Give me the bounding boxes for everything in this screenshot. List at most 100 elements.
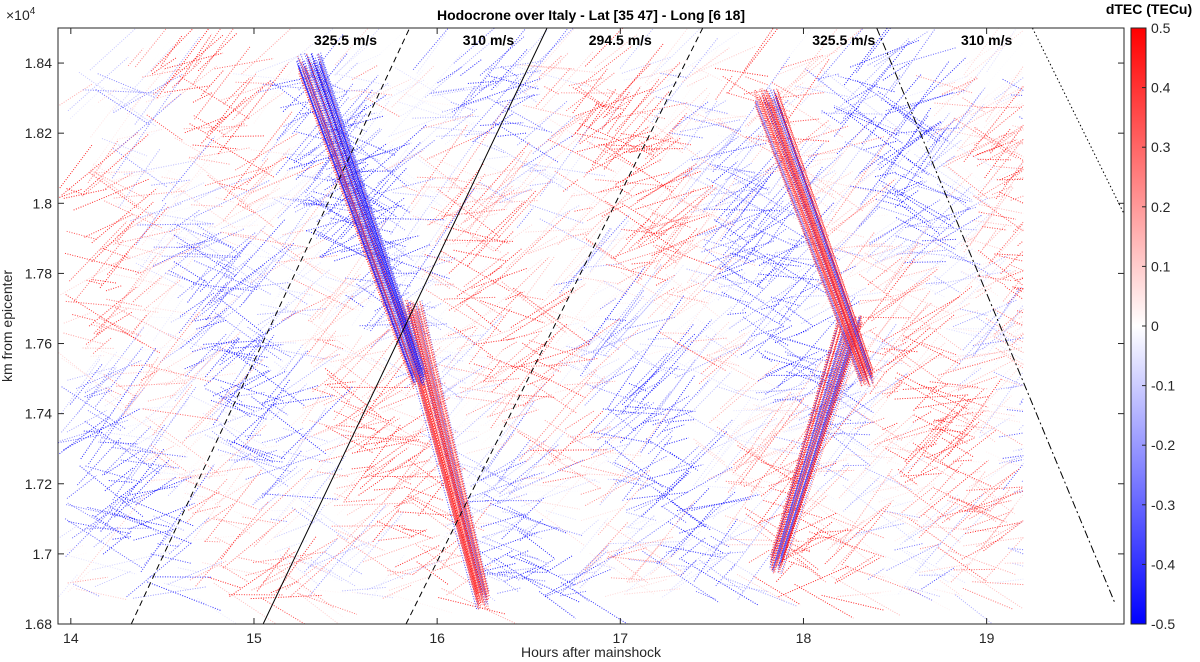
dtec-streak bbox=[787, 354, 833, 362]
dtec-streak bbox=[292, 493, 370, 549]
dtec-streak bbox=[824, 505, 887, 565]
dtec-streak bbox=[306, 230, 332, 241]
dtec-streak bbox=[457, 500, 509, 512]
dtec-streak bbox=[132, 315, 197, 352]
dtec-streak bbox=[977, 275, 1013, 282]
dtec-streak bbox=[998, 459, 1024, 468]
dtec-streak bbox=[934, 276, 961, 294]
dtec-streak bbox=[501, 281, 568, 334]
dtec-streak bbox=[744, 408, 802, 412]
dtec-streak bbox=[184, 360, 205, 370]
colorbar-tick-label: -0.3 bbox=[1151, 497, 1175, 513]
dtec-streak bbox=[838, 294, 907, 393]
dtec-streak bbox=[327, 373, 382, 418]
dtec-streak bbox=[351, 118, 367, 125]
dtec-streak bbox=[889, 47, 956, 68]
dtec-streak bbox=[737, 445, 807, 489]
dtec-streak bbox=[205, 248, 283, 261]
dtec-streak bbox=[201, 97, 247, 144]
dtec-streak bbox=[874, 589, 946, 597]
dtec-streak bbox=[771, 82, 800, 99]
dtec-streak bbox=[905, 585, 940, 597]
dtec-arrival-streak bbox=[777, 92, 874, 373]
dtec-streak bbox=[95, 465, 161, 517]
dtec-streak bbox=[228, 352, 263, 361]
dtec-arrival-streak bbox=[296, 61, 414, 378]
dtec-streak bbox=[721, 479, 782, 545]
dtec-streak bbox=[882, 194, 903, 203]
dtec-streak bbox=[245, 556, 313, 576]
dtec-streak bbox=[632, 395, 690, 431]
dtec-streak bbox=[522, 255, 556, 301]
dtec-streak bbox=[929, 428, 962, 433]
dtec-streak bbox=[709, 362, 781, 423]
dtec-streak bbox=[108, 480, 134, 483]
dtec-streak bbox=[683, 180, 748, 200]
dtec-streak bbox=[953, 459, 973, 462]
dtec-streak bbox=[403, 274, 454, 287]
dtec-streak bbox=[974, 321, 1024, 346]
dtec-streak bbox=[757, 362, 794, 382]
dtec-streak bbox=[467, 471, 545, 499]
dtec-streak bbox=[147, 581, 222, 612]
dtec-arrival-streak bbox=[419, 300, 489, 593]
dtec-streak bbox=[682, 172, 761, 211]
dtec-streak bbox=[170, 314, 186, 323]
dtec-streak bbox=[485, 60, 542, 71]
dtec-streak bbox=[472, 198, 509, 208]
dtec-streak bbox=[358, 444, 432, 496]
dtec-arrival-streak bbox=[768, 106, 870, 388]
dtec-streak bbox=[720, 381, 750, 410]
dtec-streak bbox=[774, 58, 831, 140]
dtec-arrival-streak bbox=[316, 69, 424, 386]
dtec-streak bbox=[192, 144, 238, 150]
dtec-streak bbox=[1001, 139, 1024, 157]
dtec-streak bbox=[311, 273, 361, 322]
dtec-streak bbox=[348, 197, 405, 240]
dtec-streak bbox=[287, 283, 314, 319]
dtec-streak bbox=[104, 467, 134, 492]
dtec-streak bbox=[1013, 221, 1024, 232]
dtec-streak bbox=[446, 372, 467, 385]
dtec-streak bbox=[545, 322, 580, 331]
dtec-streak bbox=[818, 234, 849, 265]
dtec-streak bbox=[157, 543, 180, 547]
dtec-streak bbox=[99, 317, 142, 337]
dtec-streak bbox=[697, 485, 738, 489]
dtec-streak bbox=[157, 372, 236, 385]
dtec-streak bbox=[261, 349, 309, 406]
dtec-streak bbox=[522, 342, 541, 357]
dtec-streak bbox=[579, 514, 656, 589]
dtec-streak bbox=[174, 176, 252, 205]
dtec-streak bbox=[777, 92, 824, 99]
dtec-streak bbox=[435, 283, 456, 286]
dtec-streak bbox=[421, 251, 447, 277]
dtec-streak bbox=[183, 489, 207, 508]
dtec-streak bbox=[985, 451, 1004, 461]
dtec-streak bbox=[525, 259, 543, 273]
dtec-streak bbox=[217, 449, 292, 473]
dtec-streak bbox=[492, 28, 569, 125]
dtec-streak bbox=[111, 29, 180, 111]
dtec-streak bbox=[197, 597, 238, 624]
dtec-streak bbox=[690, 337, 727, 342]
dtec-streak bbox=[793, 206, 853, 250]
dtec-streak bbox=[111, 79, 181, 179]
dtec-streak bbox=[103, 65, 178, 157]
dtec-streak bbox=[174, 223, 232, 248]
dtec-streak bbox=[133, 528, 175, 541]
dtec-streak bbox=[665, 547, 685, 553]
dtec-streak bbox=[205, 291, 229, 321]
dtec-streak bbox=[177, 567, 201, 573]
dtec-streak bbox=[121, 428, 164, 455]
dtec-streak bbox=[262, 128, 288, 162]
dtec-arrival-streak bbox=[307, 56, 419, 373]
dtec-streak bbox=[800, 489, 820, 511]
dtec-streak bbox=[431, 308, 477, 324]
dtec-streak bbox=[230, 253, 284, 293]
dtec-streak bbox=[192, 28, 235, 85]
velocity-lines bbox=[130, 28, 1124, 624]
dtec-streak bbox=[867, 424, 896, 447]
dtec-streak bbox=[703, 290, 749, 303]
dtec-streak bbox=[427, 297, 506, 363]
